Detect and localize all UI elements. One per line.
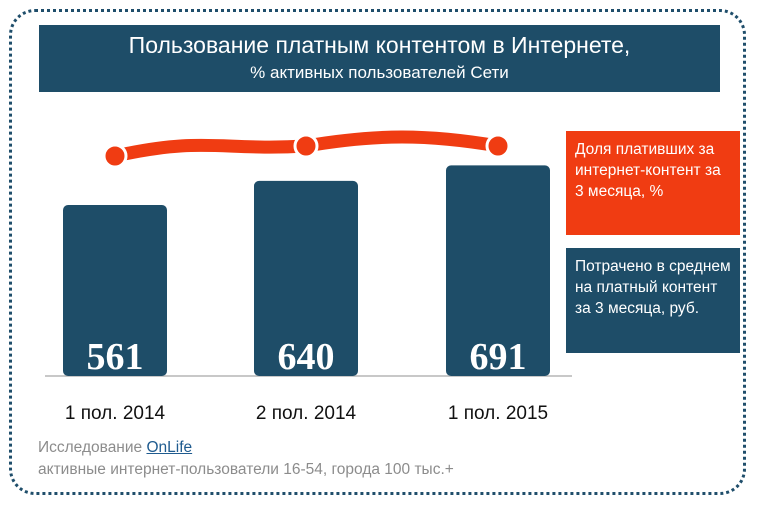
source-note: активные интернет-пользователи 16-54, го…	[38, 461, 454, 478]
source-prefix: Исследование	[38, 439, 147, 456]
line-value-label: 33	[291, 102, 321, 135]
bar-value-label: 691	[470, 336, 527, 378]
x-tick-label: 1 пол. 2015	[448, 403, 548, 424]
bar	[63, 205, 167, 376]
bar-value-label: 561	[87, 336, 144, 378]
dotted-frame	[9, 9, 746, 495]
chart-subtitle: % активных пользователей Сети	[250, 63, 509, 82]
bar	[254, 180, 358, 376]
source-link[interactable]: OnLife	[146, 439, 193, 456]
chart-title: Пользование платным контентом в Интернет…	[128, 32, 631, 58]
source-line: Исследование OnLife	[38, 439, 192, 457]
line-point	[102, 143, 128, 169]
line-point	[293, 133, 319, 159]
legend-line-series: Доля плативших за интернет-контент за 3 …	[566, 131, 740, 235]
title-banner: Пользование платным контентом в Интернет…	[39, 25, 720, 92]
bar-value-label: 640	[278, 336, 335, 378]
line-value-label: 32	[100, 112, 130, 145]
bar	[446, 165, 550, 376]
line-point	[485, 133, 511, 159]
legend-bar-series: Потрачено в среднем на платный контент з…	[566, 248, 740, 353]
x-tick-label: 2 пол. 2014	[256, 403, 357, 424]
x-tick-label: 1 пол. 2014	[65, 403, 166, 424]
line-value-label: 33	[483, 102, 513, 135]
